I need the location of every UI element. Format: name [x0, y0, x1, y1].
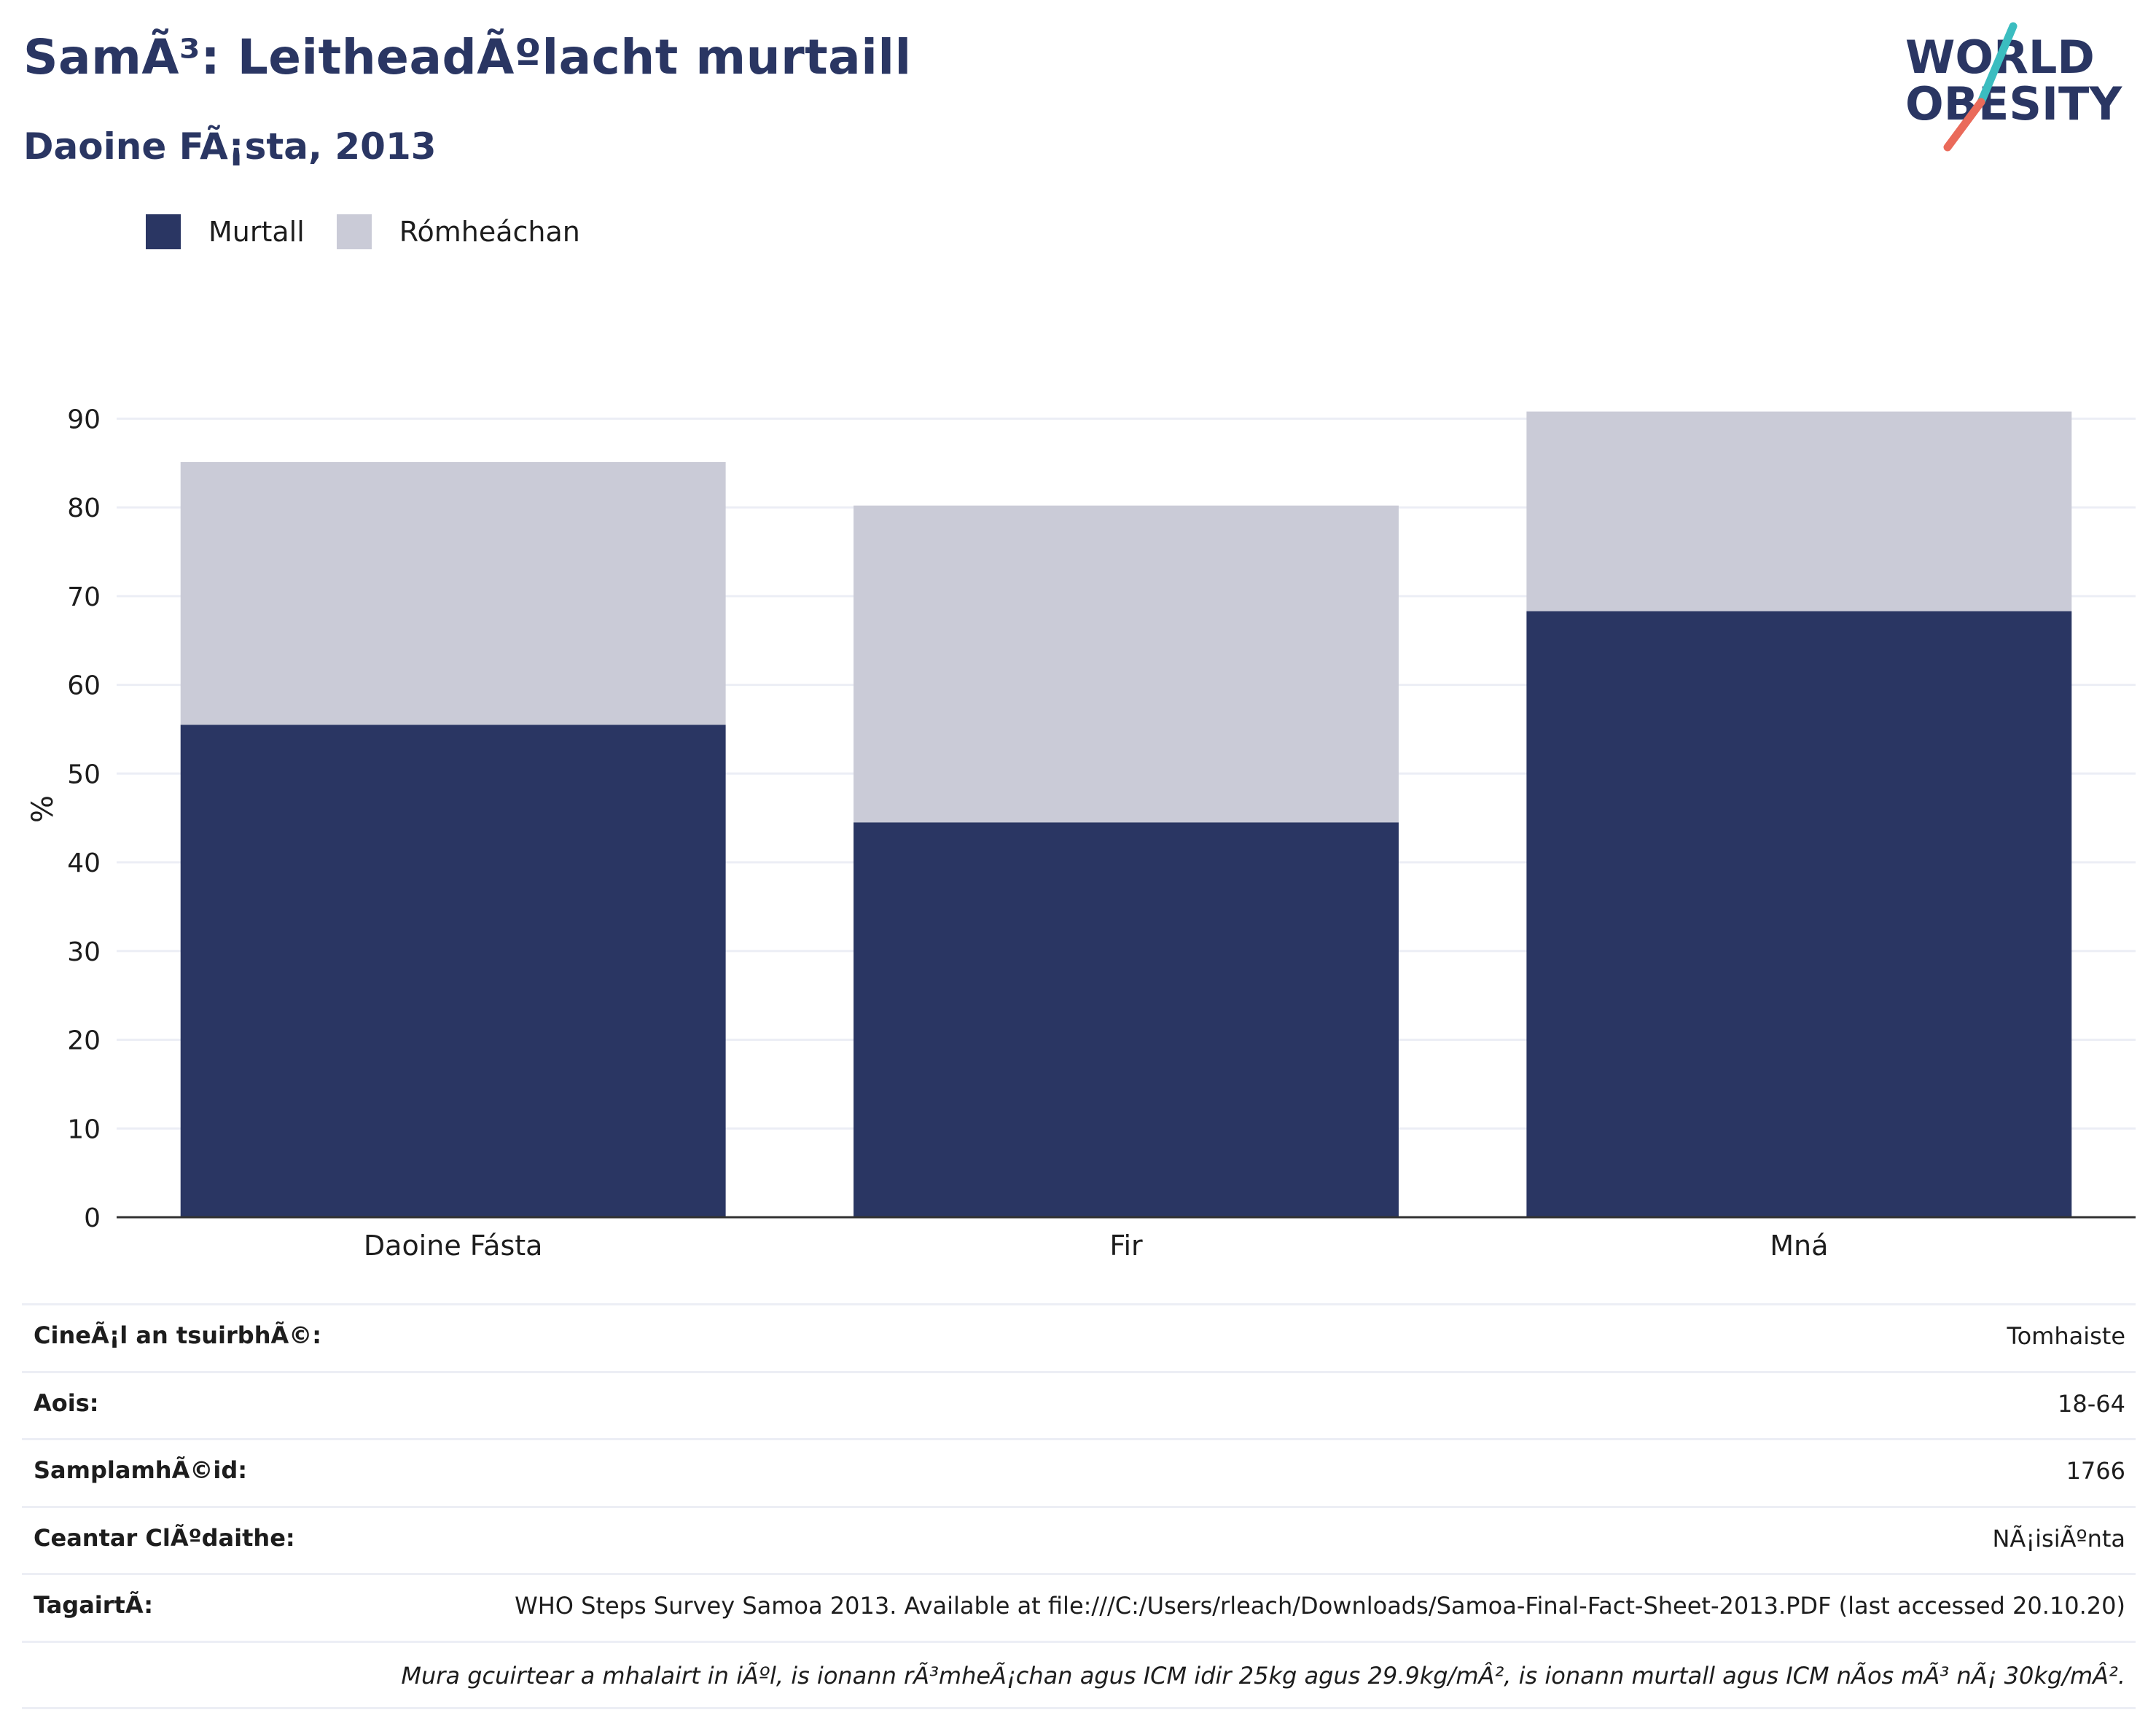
- y-tick-label: 70: [67, 582, 101, 612]
- info-row-sample-size: SamplamhÃ©id: 1766: [22, 1438, 2136, 1507]
- chart-subtitle: Daoine FÃ¡sta, 2013: [23, 125, 437, 168]
- y-tick-label: 40: [67, 848, 101, 878]
- bar-overweight: [180, 462, 726, 725]
- y-tick-label: 0: [84, 1203, 101, 1233]
- legend-swatch-overweight: [336, 214, 372, 249]
- survey-info-table: CineÃ¡l an tsuirbhÃ©: Tomhaiste Aois: 18…: [22, 1303, 2136, 1709]
- legend-swatch-obese: [146, 214, 181, 249]
- info-label: TagairtÃ:: [22, 1573, 359, 1642]
- chart-title: SamÃ³: LeitheadÃºlacht murtaill: [23, 29, 912, 85]
- y-tick-label: 90: [67, 405, 101, 434]
- info-row-reference: TagairtÃ: WHO Steps Survey Samoa 2013. A…: [22, 1573, 2136, 1642]
- info-row-survey-type: CineÃ¡l an tsuirbhÃ©: Tomhaiste: [22, 1303, 2136, 1372]
- info-label: CineÃ¡l an tsuirbhÃ©:: [22, 1303, 359, 1372]
- bar-overweight: [854, 505, 1399, 823]
- y-tick-label: 80: [67, 493, 101, 523]
- bar-overweight: [1526, 411, 2072, 612]
- legend-item-overweight[interactable]: Rómheáchan: [336, 214, 580, 249]
- info-label: Aois:: [22, 1370, 359, 1440]
- x-tick-label: Fir: [1109, 1230, 1143, 1261]
- legend-label-obese: Murtall: [208, 216, 305, 248]
- y-tick-label: 10: [67, 1114, 101, 1144]
- logo-slash-teal: [1977, 22, 2018, 106]
- info-value-reference: WHO Steps Survey Samoa 2013. Available a…: [359, 1573, 2136, 1642]
- y-tick-label: 60: [67, 671, 101, 701]
- x-tick-label: Daoine Fásta: [364, 1230, 543, 1261]
- legend-label-overweight: Rómheáchan: [399, 216, 580, 248]
- info-row-note: Mura gcuirtear a mhalairt in iÃºl, is io…: [22, 1640, 2136, 1709]
- info-value: NÃ¡isiÃºnta: [359, 1505, 2136, 1574]
- info-value: 1766: [359, 1438, 2136, 1507]
- bar-obese: [1526, 611, 2072, 1217]
- bar-chart: 0 10 20 30 40 50 60 70 80 90% Daoine Fásta Fir Mná: [26, 405, 2136, 1261]
- y-tick-label: 20: [67, 1026, 101, 1056]
- legend-item-obese[interactable]: Murtall: [146, 214, 305, 249]
- bar-obese: [180, 725, 726, 1217]
- x-tick-label: Mná: [1770, 1230, 1828, 1261]
- bmi-definition-note: Mura gcuirtear a mhalairt in iÃºl, is io…: [22, 1640, 2136, 1709]
- info-value: 18-64: [359, 1370, 2136, 1440]
- info-row-age: Aois: 18-64: [22, 1370, 2136, 1440]
- info-label: Ceantar ClÃºdaithe:: [22, 1505, 359, 1574]
- y-tick-label: 50: [67, 759, 101, 789]
- world-obesity-logo: WORLD OBESITY: [1905, 22, 2122, 152]
- logo-word-obesity: OBESITY: [1905, 77, 2122, 130]
- info-label: SamplamhÃ©id:: [22, 1438, 359, 1507]
- info-row-area-covered: Ceantar ClÃºdaithe: NÃ¡isiÃºnta: [22, 1505, 2136, 1574]
- info-value: Tomhaiste: [359, 1303, 2136, 1372]
- chart-legend: Murtall Rómheáchan: [146, 214, 612, 249]
- logo-slash-coral: [1943, 98, 1985, 152]
- y-tick-label: 30: [67, 937, 101, 967]
- bar-obese: [854, 822, 1399, 1217]
- y-axis-title: %: [26, 795, 60, 823]
